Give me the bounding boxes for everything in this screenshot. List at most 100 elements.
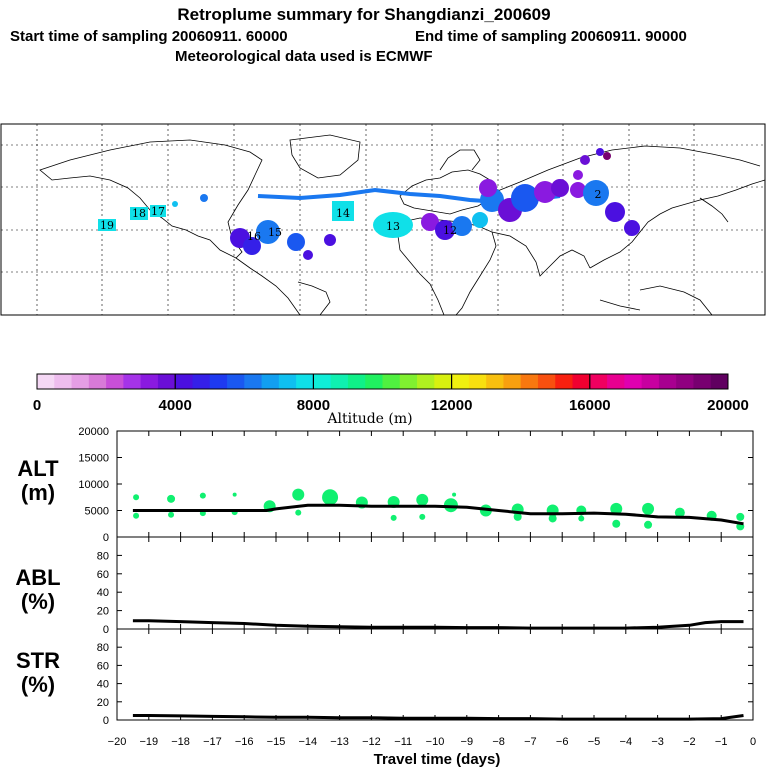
colorbar-swatch [209,374,228,389]
colorbar-swatch [347,374,366,389]
plume-marker [573,170,583,180]
colorbar-axis-label: Altitude (m) [326,411,412,427]
alt-scatter-point [642,502,655,515]
plume-marker [172,201,178,207]
plume-marker [256,220,280,244]
figure-title: Retroplume summary for Shangdianzi_20060… [177,5,550,24]
plume-marker [479,179,497,197]
x-tick-label: −14 [298,736,317,748]
alt-scatter-point [133,512,140,519]
colorbar-swatch [382,374,401,389]
y-tick-label: 0 [103,715,109,727]
abl-series-line [132,619,744,630]
plume-marker [605,202,625,222]
colorbar-tick-label: 20000 [707,397,749,414]
colorbar-swatch [676,374,694,389]
colorbar-tick-label: 8000 [297,397,330,414]
plume-label-bg [130,207,148,220]
alt-scatter-point [168,511,175,518]
alt-scatter-point [295,509,302,516]
x-tick-label: −4 [620,736,633,748]
colorbar-swatch [710,374,729,389]
plume-marker [243,237,261,255]
colorbar-tick-label: 0 [33,397,41,414]
abl-panel-unit: (%) [21,589,55,614]
abl-panel: ABL (%) 80 60 40 20 0 [15,550,753,636]
x-tick-label: −6 [556,736,569,748]
colorbar-swatch [693,374,712,389]
alt-panel: ALT (m) 20000 15000 10000 5000 0 [17,426,753,544]
colorbar-swatch [468,374,487,389]
x-tick-label: −2 [683,736,696,748]
y-tick-label: 40 [97,587,109,599]
x-tick-label: −20 [108,736,127,748]
alt-scatter-point [548,514,557,523]
colorbar-swatch [71,374,90,389]
alt-scatter-point [232,492,237,497]
colorbar-frame [36,373,729,390]
abl-panel-title: ABL [15,565,60,590]
colorbar-swatch [434,374,453,389]
plume-label: 18 [132,207,146,220]
colorbar-swatch [227,374,245,389]
y-tick-label: 10000 [78,479,109,491]
alt-scatter-point [443,498,458,513]
x-tick-label: 0 [750,736,756,748]
colorbar-swatch [486,374,504,389]
plume-marker [511,184,539,212]
x-tick-label: −13 [330,736,349,748]
y-tick-label: 0 [103,532,109,544]
colorbar-swatch [296,374,314,389]
str-panel: STR (%) 80 60 40 20 0 [16,642,753,727]
y-tick-label: 60 [97,660,109,672]
plume-marker [452,216,472,236]
y-tick-label: 80 [97,550,109,562]
plume-marker [570,182,586,198]
x-tick-label: −5 [588,736,601,748]
alt-series-line [132,503,744,526]
colorbar-swatch [572,374,591,389]
colorbar-swatch [88,374,107,389]
colorbar-swatch [658,374,677,389]
alt-scatter-point [133,494,140,501]
plume-label: 19 [100,219,114,232]
str-series-line [132,714,744,721]
colorbar-swatch [417,374,435,389]
plume-marker [583,180,609,206]
plume-marker [603,152,611,160]
plume-labels: 19 18 17 16 15 14 13 12 2 [98,188,602,243]
x-tick-label: −11 [394,736,412,748]
colorbar-swatch [37,374,55,389]
alt-scatter-point [390,514,397,521]
altitude-colorbar: 0 4000 8000 12000 16000 20000 Altitude (m) [33,373,749,427]
colorbar-swatch [157,374,176,389]
plume-marker [421,213,439,231]
x-axis-label: Travel time (days) [374,751,501,768]
colorbar-swatch [313,374,332,389]
colorbar-tick-label: 12000 [431,397,473,414]
x-tick-label: −17 [203,736,222,748]
alt-scatter-point [419,513,426,520]
alt-scatter-point [578,515,585,522]
plume-label-bg [150,205,166,217]
plume-label: 13 [386,220,400,233]
y-tick-label: 80 [97,642,109,654]
x-tick-label: −16 [235,736,254,748]
plume-marker [287,233,305,251]
colorbar-tick-label: 4000 [159,397,192,414]
x-tick-label: −3 [651,736,664,748]
plume-marker [551,179,569,197]
colorbar-swatch [54,374,73,389]
x-tick-label: −7 [524,736,537,748]
y-tick-label: 40 [97,679,109,691]
alt-scatter-point [452,492,457,497]
plume-label: 14 [336,207,350,220]
colorbar-swatch [365,374,383,389]
y-tick-label: 5000 [85,506,109,518]
alt-panel-unit: (m) [21,480,55,505]
alt-scatter-point [610,502,623,515]
alt-scatter-point [416,493,429,506]
x-tick-label: −8 [492,736,505,748]
plume-label: 17 [151,205,165,218]
